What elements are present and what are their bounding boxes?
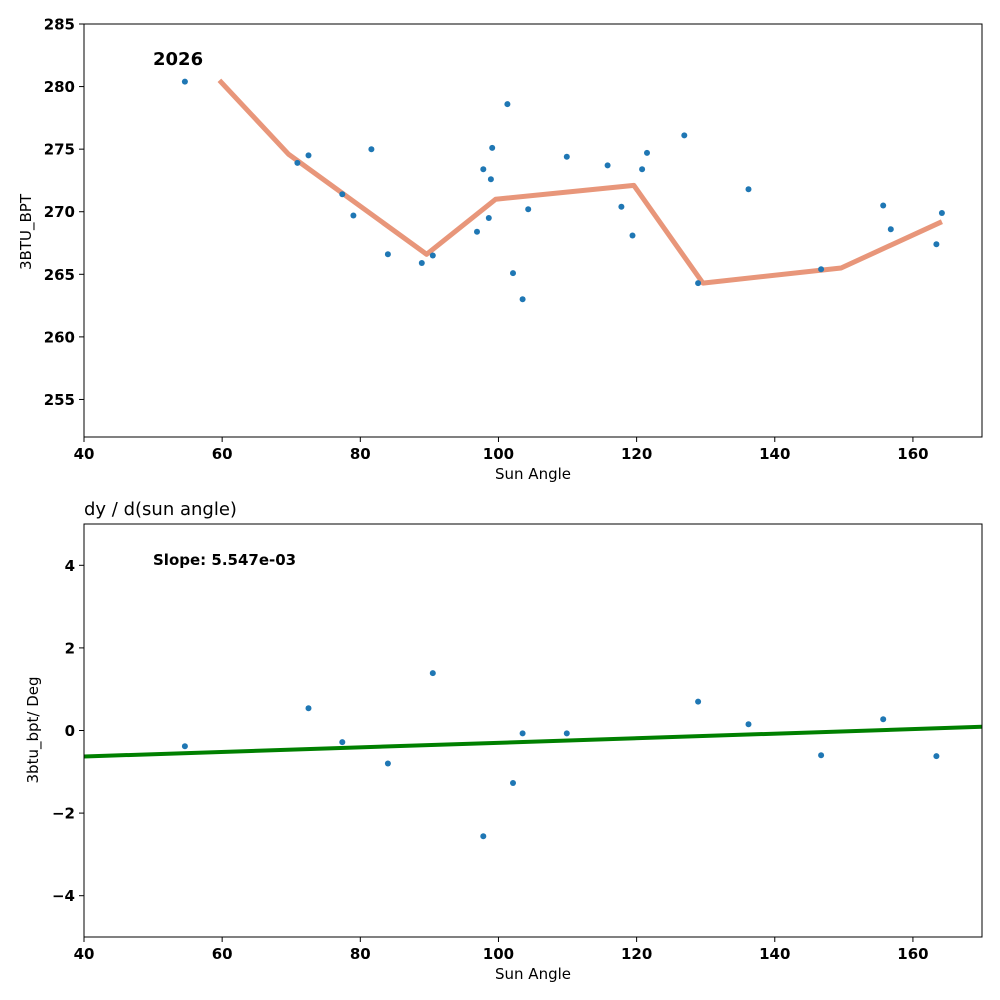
y-tick-label: 280 — [44, 78, 75, 96]
data-point — [681, 132, 688, 139]
data-point — [519, 296, 526, 303]
y-tick-label: 285 — [44, 16, 75, 34]
data-point — [485, 215, 492, 221]
top-panel: 2026 Sun Angle 3BTU_BPT 40 60 80 100 120 140 1… — [17, 16, 983, 483]
y-tick-label: −2 — [52, 805, 75, 823]
data-point — [181, 78, 188, 85]
data-point — [695, 698, 702, 705]
data-point — [604, 162, 611, 169]
data-point — [510, 270, 516, 277]
data-point — [887, 226, 894, 233]
data-point — [429, 252, 436, 259]
y-tick-label: 270 — [44, 203, 75, 221]
data-point — [563, 153, 570, 160]
data-point — [305, 705, 312, 712]
data-point — [504, 101, 511, 108]
x-tick-label: 140 — [759, 445, 790, 463]
data-point — [368, 146, 375, 153]
slope-annotation: Slope: 5.547e-03 — [153, 551, 296, 569]
series-line — [217, 78, 943, 286]
y-tick-label: 265 — [44, 266, 75, 284]
data-point — [818, 266, 825, 273]
x-tick-label: 80 — [350, 945, 371, 963]
data-point — [644, 149, 650, 156]
x-tick-label: 80 — [350, 445, 371, 463]
y-tick-label: −4 — [52, 887, 75, 905]
data-point — [525, 206, 532, 213]
data-point — [489, 144, 496, 151]
x-axis-label: Sun Angle — [495, 465, 571, 483]
data-point — [384, 760, 391, 767]
data-point — [384, 251, 391, 258]
data-point — [294, 159, 301, 166]
y-tick-label: 260 — [44, 328, 75, 346]
data-point — [639, 166, 646, 173]
x-tick-label: 100 — [483, 945, 514, 963]
data-point — [629, 232, 636, 239]
x-tick-label: 140 — [759, 945, 790, 963]
y-tick-label: 0 — [65, 722, 75, 740]
y-axis-label: 3btu_bpt/ Deg — [24, 677, 43, 784]
x-tick-label: 40 — [74, 445, 95, 463]
y-tick-label: 4 — [65, 557, 75, 575]
series-line — [84, 724, 982, 759]
data-point — [563, 730, 570, 737]
plot-area — [84, 670, 982, 840]
data-point — [938, 210, 945, 216]
x-axis-label: Sun Angle — [495, 965, 571, 983]
data-point — [745, 186, 752, 193]
data-point — [339, 191, 346, 198]
chart-title: dy / d(sun angle) — [84, 499, 237, 520]
x-tick-label: 120 — [621, 945, 652, 963]
data-point — [618, 203, 625, 210]
x-tick-label: 60 — [212, 445, 233, 463]
y-tick-label: 275 — [44, 141, 75, 159]
y-axis-label: 3BTU_BPT — [17, 193, 36, 270]
year-annotation: 2026 — [153, 49, 203, 70]
data-point — [510, 780, 516, 786]
plot-frame — [83, 23, 983, 438]
bottom-panel: dy / d(sun angle) Slope: 5.547e-03 Sun A… — [24, 499, 983, 983]
y-tick-label: 2 — [65, 639, 75, 657]
data-point — [745, 721, 752, 728]
data-point — [487, 176, 494, 183]
data-point — [880, 202, 887, 209]
data-point — [429, 670, 436, 677]
data-point — [519, 730, 526, 737]
data-point — [933, 241, 940, 248]
data-point — [350, 212, 357, 219]
data-point — [933, 753, 940, 760]
x-tick-label: 120 — [621, 445, 652, 463]
data-point — [480, 833, 487, 840]
data-point — [818, 752, 825, 759]
data-point — [474, 228, 480, 235]
x-tick-label: 160 — [897, 945, 928, 963]
x-tick-label: 40 — [74, 945, 95, 963]
x-tick-label: 100 — [483, 445, 514, 463]
data-point — [695, 280, 702, 287]
data-point — [305, 152, 312, 159]
x-tick-label: 160 — [897, 445, 928, 463]
data-point — [181, 743, 188, 750]
data-point — [880, 716, 887, 723]
plot-area — [181, 78, 945, 303]
x-tick-label: 60 — [212, 945, 233, 963]
data-point — [339, 739, 346, 746]
data-point — [480, 166, 487, 173]
y-tick-label: 255 — [44, 391, 75, 409]
data-point — [418, 260, 425, 266]
